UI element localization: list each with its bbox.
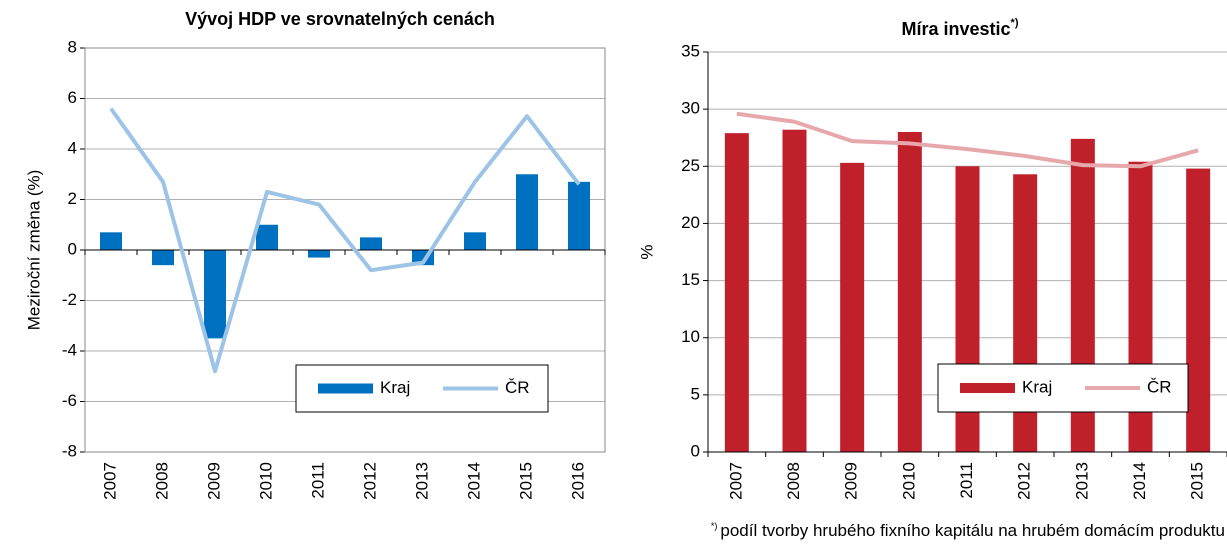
y-tick-label: 4 [68,138,77,157]
y-tick-label: -2 [62,290,77,309]
x-tick-label: 2014 [1130,462,1149,500]
title-sup: *) [1011,17,1019,29]
line [109,107,581,374]
legend-label: ČR [505,378,530,397]
bar [100,232,122,250]
y-axis-label: % [637,244,656,259]
title-text: Vývoj HDP ve srovnatelných cenách [185,9,495,29]
line [736,111,1199,169]
y-tick-label: 0 [691,441,700,460]
bar [782,129,807,452]
x-tick-label: 2012 [360,462,379,500]
y-tick-label: 35 [681,41,700,60]
bar [152,250,174,266]
x-tick-label: 2009 [204,462,223,500]
footnote-mark: *) [711,521,718,531]
x-tick-label: 2013 [1072,462,1091,500]
bar [360,237,382,250]
y-tick-label: 30 [681,99,700,118]
y-tick-label: -6 [62,391,77,410]
x-tick-label: 2012 [1015,462,1034,500]
y-tick-label: -8 [62,441,77,460]
y-tick-label: 0 [68,239,77,258]
y-tick-label: 15 [681,270,700,289]
x-tick-label: 2010 [256,462,275,500]
y-tick-label: -4 [62,340,77,359]
bar [516,174,538,250]
x-tick-label: 2015 [516,462,535,500]
title-text: Míra investic [902,19,1011,39]
bar [724,133,749,452]
y-tick-label: 10 [681,327,700,346]
x-tick-label: 2011 [308,462,327,499]
x-tick-label: 2008 [784,462,803,500]
legend-swatch [960,383,1015,393]
bar [1186,168,1211,453]
x-tick-label: 2007 [726,462,745,500]
footnote: *) podíl tvorby hrubého fixního kapitálu … [711,521,1225,540]
bar [204,250,226,339]
y-tick-label: 5 [691,384,700,403]
x-tick-label: 2008 [152,462,171,500]
x-tick-label: 2011 [957,462,976,499]
chart-title: Vývoj HDP ve srovnatelných cenách [185,9,495,29]
chart-title: Míra investic*) [902,17,1019,39]
legend-label: ČR [1147,377,1172,396]
bar [897,132,922,452]
y-tick-label: 6 [68,88,77,107]
bar [464,232,486,250]
y-tick-label: 20 [681,213,700,232]
x-tick-label: 2010 [899,462,918,500]
y-tick-label: 2 [68,189,77,208]
legend-label: Kraj [1022,377,1052,396]
x-tick-label: 2013 [412,462,431,500]
y-tick-label: 25 [681,156,700,175]
legend-label: Kraj [380,378,410,397]
y-tick-label: 8 [68,37,77,56]
bar [840,162,865,452]
x-tick-label: 2016 [568,462,587,500]
y-axis-label: Meziroční změna (%) [24,170,43,331]
bar [256,224,278,250]
bar [568,181,590,250]
x-tick-label: 2007 [100,462,119,500]
x-tick-label: 2009 [842,462,861,500]
footnote-text: podíl tvorby hrubého fixního kapitálu na… [720,521,1225,540]
bar [308,250,330,258]
x-tick-label: 2014 [464,462,483,500]
legend-swatch [318,383,373,394]
x-tick-label: 2015 [1188,462,1207,500]
